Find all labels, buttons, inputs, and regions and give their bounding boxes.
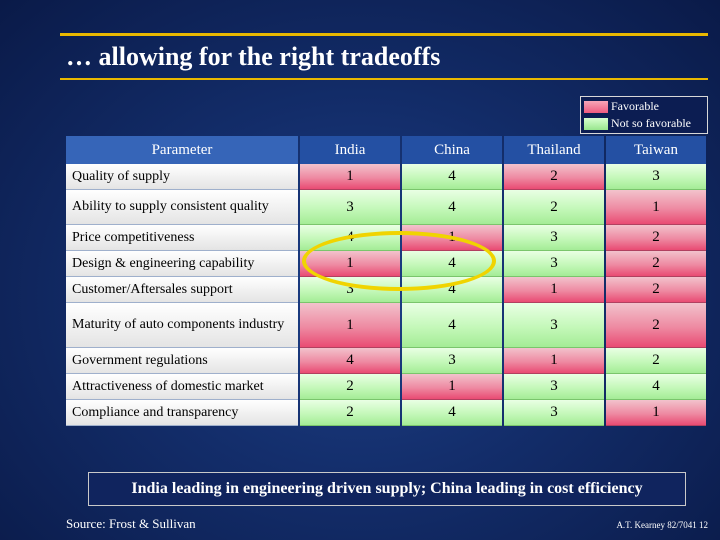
legend-item-not-favorable: Not so favorable	[584, 116, 706, 131]
table-cell: 4	[402, 190, 502, 225]
legend-item-favorable: Favorable	[584, 99, 706, 114]
table-cell: 2	[606, 251, 706, 277]
header-china: China	[402, 136, 502, 164]
table-cell: 1	[300, 303, 400, 348]
title-rule-top	[60, 33, 708, 36]
header-thailand: Thailand	[504, 136, 604, 164]
parameter-label: Price competitiveness	[66, 225, 298, 251]
highlight-circle	[302, 231, 496, 291]
table-cell: 3	[504, 400, 604, 426]
table-cell: 2	[606, 303, 706, 348]
table-cell: 4	[402, 400, 502, 426]
table-cell: 2	[606, 348, 706, 374]
table-cell: 2	[504, 190, 604, 225]
table-cell: 1	[504, 348, 604, 374]
table-cell: 2	[606, 277, 706, 303]
title-rule-bottom	[60, 78, 708, 80]
table-cell: 3	[300, 190, 400, 225]
source-note: Source: Frost & Sullivan	[66, 516, 196, 531]
table-cell: 1	[606, 190, 706, 225]
table-cell: 1	[504, 277, 604, 303]
table-cell: 3	[504, 374, 604, 400]
table-cell: 2	[606, 225, 706, 251]
comparison-table: Parameter India China Thailand Taiwan Qu…	[66, 136, 706, 426]
parameter-label: Maturity of auto components industry	[66, 303, 298, 348]
table-cell: 1	[606, 400, 706, 426]
header-parameter: Parameter	[66, 136, 298, 164]
table-cell: 3	[504, 225, 604, 251]
parameter-label: Quality of supply	[66, 164, 298, 190]
table-cell: 4	[300, 348, 400, 374]
table-cell: 4	[402, 303, 502, 348]
parameter-label: Customer/Aftersales support	[66, 277, 298, 303]
legend-swatch-favorable	[584, 101, 608, 113]
summary-banner: India leading in engineering driven supp…	[88, 472, 686, 506]
table-cell: 2	[300, 374, 400, 400]
table-cell: 1	[300, 164, 400, 190]
table-cell: 3	[504, 303, 604, 348]
legend-swatch-not-favorable	[584, 118, 608, 130]
table-cell: 3	[504, 251, 604, 277]
slide-title: … allowing for the right tradeoffs	[66, 42, 441, 71]
table-cell: 3	[402, 348, 502, 374]
legend-label-not-favorable: Not so favorable	[611, 116, 691, 130]
table-cell: 3	[606, 164, 706, 190]
parameter-label: Design & engineering capability	[66, 251, 298, 277]
legend-label-favorable: Favorable	[611, 99, 659, 113]
table-cell: 1	[402, 374, 502, 400]
parameter-label: Government regulations	[66, 348, 298, 374]
legend: Favorable Not so favorable	[580, 96, 708, 134]
footer-credit: A.T. Kearney 82/7041 12	[616, 520, 708, 530]
summary-text: India leading in engineering driven supp…	[131, 480, 643, 497]
header-india: India	[300, 136, 400, 164]
parameter-label: Attractiveness of domestic market	[66, 374, 298, 400]
table-cell: 2	[504, 164, 604, 190]
header-taiwan: Taiwan	[606, 136, 706, 164]
table-cell: 2	[300, 400, 400, 426]
table-cell: 4	[402, 164, 502, 190]
parameter-label: Compliance and transparency	[66, 400, 298, 426]
table-cell: 4	[606, 374, 706, 400]
parameter-label: Ability to supply consistent quality	[66, 190, 298, 225]
